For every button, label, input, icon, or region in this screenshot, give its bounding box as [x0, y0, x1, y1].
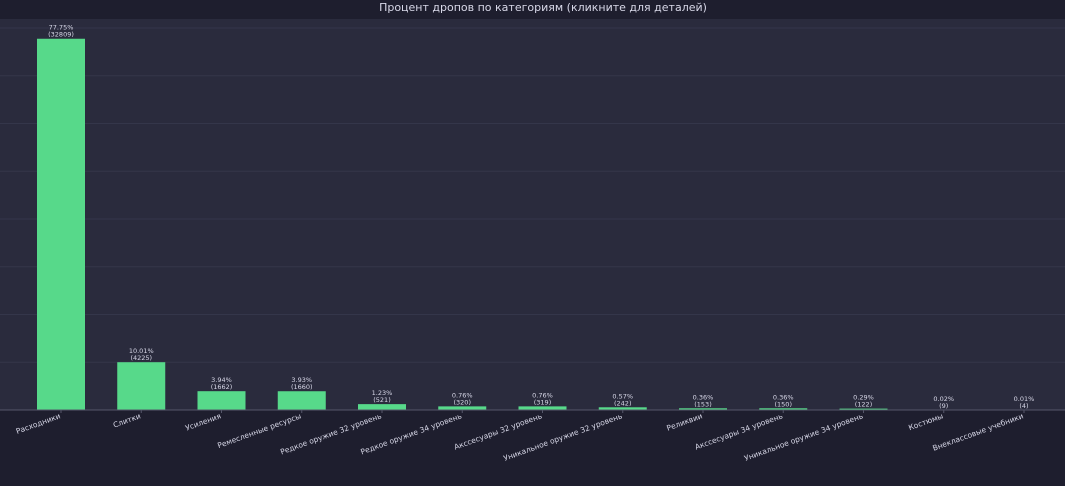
- bar-count-label: (319): [534, 398, 551, 406]
- bar-percent-label: 0.36%: [773, 393, 794, 401]
- bar-count-label: (153): [694, 400, 711, 408]
- plot-area: [0, 19, 1065, 410]
- chart-title: Процент дропов по категориям (кликните д…: [379, 1, 707, 14]
- bar-count-label: (242): [614, 399, 631, 407]
- bar-percent-label: 0.57%: [612, 392, 633, 400]
- bar[interactable]: [197, 391, 246, 410]
- bar[interactable]: [37, 38, 85, 411]
- grid-lines: [0, 27, 1065, 363]
- bar[interactable]: [358, 404, 406, 410]
- bar-count-label: (4): [1019, 402, 1028, 410]
- bar-percent-label: 3.93%: [291, 376, 312, 384]
- bar-count-label: (150): [775, 400, 792, 408]
- bar-count-label: (32809): [48, 31, 74, 39]
- bar-labels-group: 77.75%(32809) 10.01%(4225) 3.94%(1662) 3.93…: [48, 24, 1034, 410]
- bar-percent-label: 0.36%: [693, 393, 714, 401]
- bar[interactable]: [598, 407, 647, 410]
- bar-count-label: (320): [454, 398, 471, 406]
- bar[interactable]: [438, 406, 487, 410]
- bar-count-label: (1662): [211, 383, 233, 391]
- bar-percent-label: 10.01%: [129, 347, 154, 355]
- bar-count-label: (1660): [291, 383, 313, 391]
- bar[interactable]: [839, 408, 888, 410]
- bar-percent-label: 0.76%: [532, 391, 553, 399]
- bar[interactable]: [277, 391, 326, 410]
- bar-count-label: (521): [373, 396, 390, 404]
- x-ticks-group: [60, 410, 1025, 413]
- bar-count-label: (122): [855, 401, 872, 409]
- bar[interactable]: [679, 408, 727, 410]
- bar-percent-label: 3.94%: [211, 376, 232, 384]
- bar-percent-label: 1.23%: [372, 389, 393, 397]
- bar-count-label: (4225): [130, 354, 152, 362]
- bar[interactable]: [518, 406, 567, 410]
- bar-percent-label: 0.29%: [853, 394, 874, 402]
- bar[interactable]: [759, 408, 808, 410]
- bar-percent-label: 0.01%: [1014, 395, 1035, 403]
- bar-count-label: (9): [939, 402, 948, 410]
- bar-percent-label: 0.76%: [452, 391, 473, 399]
- bar-percent-label: 77.75%: [49, 24, 74, 32]
- bar-percent-label: 0.02%: [933, 395, 954, 403]
- bar[interactable]: [117, 362, 166, 410]
